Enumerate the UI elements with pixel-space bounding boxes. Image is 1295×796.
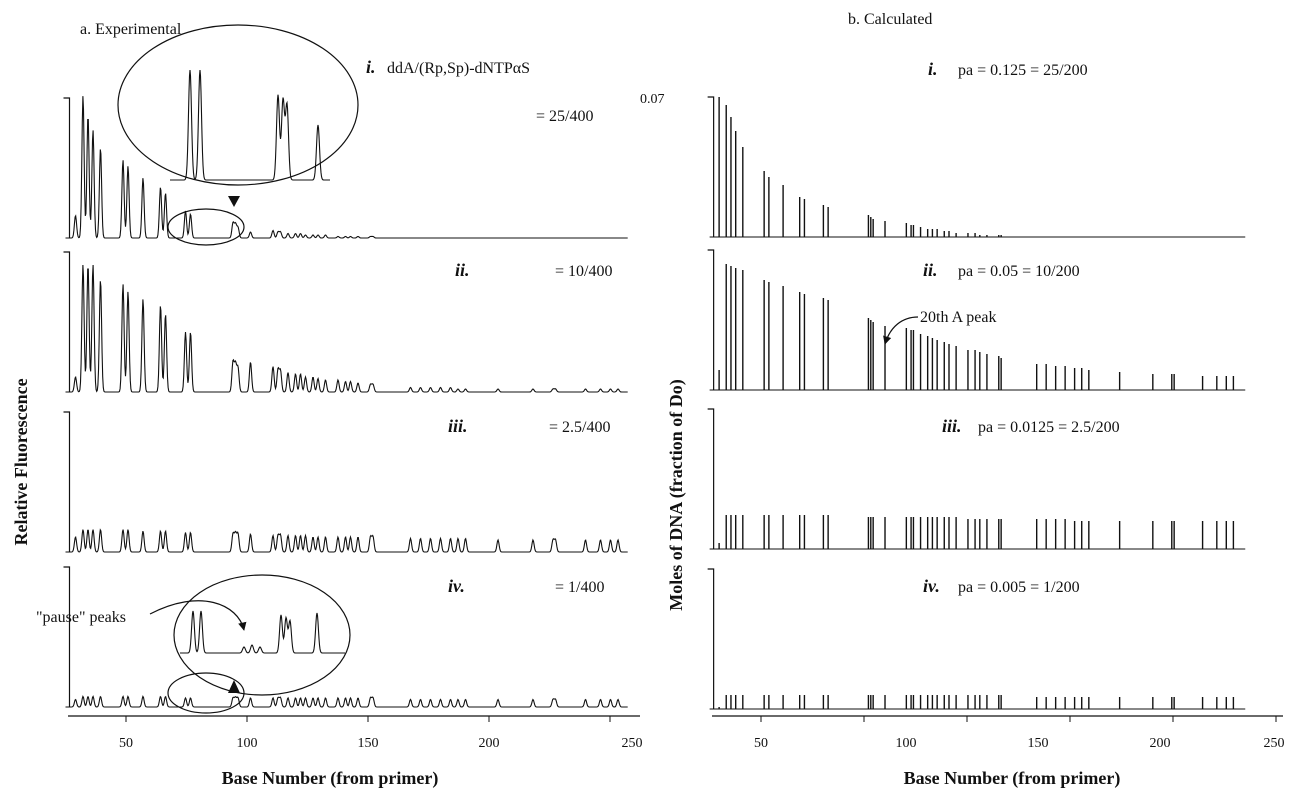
panel-b-title: b. Calculated <box>848 11 932 28</box>
row-a3-roman: iii. <box>448 416 468 436</box>
bar-b-4-primer <box>707 568 715 709</box>
y-tick-b-top: 0.07 <box>640 92 665 107</box>
zoom-inset-bottom <box>173 574 351 696</box>
x-tick-a-50: 50 <box>119 736 133 751</box>
row-b4-label: pa = 0.005 = 1/200 <box>958 579 1080 596</box>
zoom-source-top <box>167 208 245 246</box>
pause-peaks-arrow <box>149 600 247 631</box>
zoom-trace-top <box>170 69 330 181</box>
zoom-connector-bottom <box>228 680 240 693</box>
x-axis-label-a: Base Number (from primer) <box>222 768 439 789</box>
row-a3-ratio: = 2.5/400 <box>549 419 610 436</box>
trace-a-1-primer-peak <box>63 97 71 238</box>
row-b4-roman: iv. <box>923 576 940 596</box>
x-axis-a: 50 100 150 200 250 Base Number (from pri… <box>68 715 643 789</box>
x-tick-b-250: 250 <box>1264 736 1285 751</box>
x-axis-label-b: Base Number (from primer) <box>904 768 1121 789</box>
traces-layer <box>63 24 1246 714</box>
row-b2-roman: ii. <box>923 260 938 280</box>
trace-a-1 <box>65 96 628 239</box>
panel-a-title: a. Experimental <box>80 21 182 38</box>
row-a1-label-main: ddA/(Rp,Sp)-dNTPαS <box>387 60 530 77</box>
twentieth-peak-arrow <box>883 316 919 345</box>
x-tick-b-200: 200 <box>1150 736 1171 751</box>
zoom-source-bottom <box>167 672 245 714</box>
bar-b-2-primer <box>707 249 715 390</box>
zoom-trace-bottom <box>180 610 345 654</box>
row-b1-label: pa = 0.125 = 25/200 <box>958 62 1088 79</box>
x-tick-a-250: 250 <box>622 736 643 751</box>
bar-b-3-primer <box>707 408 715 549</box>
trace-a-3-primer-peak <box>63 411 71 552</box>
row-b3-roman: iii. <box>942 416 962 436</box>
pause-peaks-annotation: "pause" peaks <box>36 609 126 626</box>
row-a1-roman: i. <box>366 57 376 77</box>
y-axis-label-b: Moles of DNA (fraction of Do) <box>666 379 687 610</box>
row-a4-roman: iv. <box>448 576 465 596</box>
x-tick-b-150: 150 <box>1028 736 1049 751</box>
row-a2-ratio: = 10/400 <box>555 263 612 280</box>
zoom-inset-top <box>117 24 359 186</box>
row-b3-label: pa = 0.0125 = 2.5/200 <box>978 419 1120 436</box>
row-b2-label: pa = 0.05 = 10/200 <box>958 263 1080 280</box>
x-tick-a-100: 100 <box>237 736 258 751</box>
y-axis-label-a: Relative Fluorescence <box>11 378 31 545</box>
x-tick-b-50: 50 <box>754 736 768 751</box>
twentieth-peak-annotation: 20th A peak <box>920 309 996 326</box>
row-a1-ratio: = 25/400 <box>536 108 593 125</box>
row-a2-roman: ii. <box>455 260 470 280</box>
row-a4-ratio: = 1/400 <box>555 579 604 596</box>
x-tick-b-100: 100 <box>896 736 917 751</box>
trace-a-3 <box>65 528 628 553</box>
row-b1-roman: i. <box>928 59 938 79</box>
bar-b-1-primer <box>707 96 715 237</box>
trace-a-2-primer-peak <box>63 251 71 392</box>
x-axis-b: 50 100 150 200 250 Base Number (from pri… <box>712 715 1285 789</box>
trace-a-4 <box>65 695 628 708</box>
zoom-connector-top <box>228 196 240 207</box>
trace-a-2 <box>65 264 628 393</box>
x-tick-a-200: 200 <box>479 736 500 751</box>
trace-a-4-primer-peak <box>63 566 71 707</box>
x-tick-a-150: 150 <box>358 736 379 751</box>
